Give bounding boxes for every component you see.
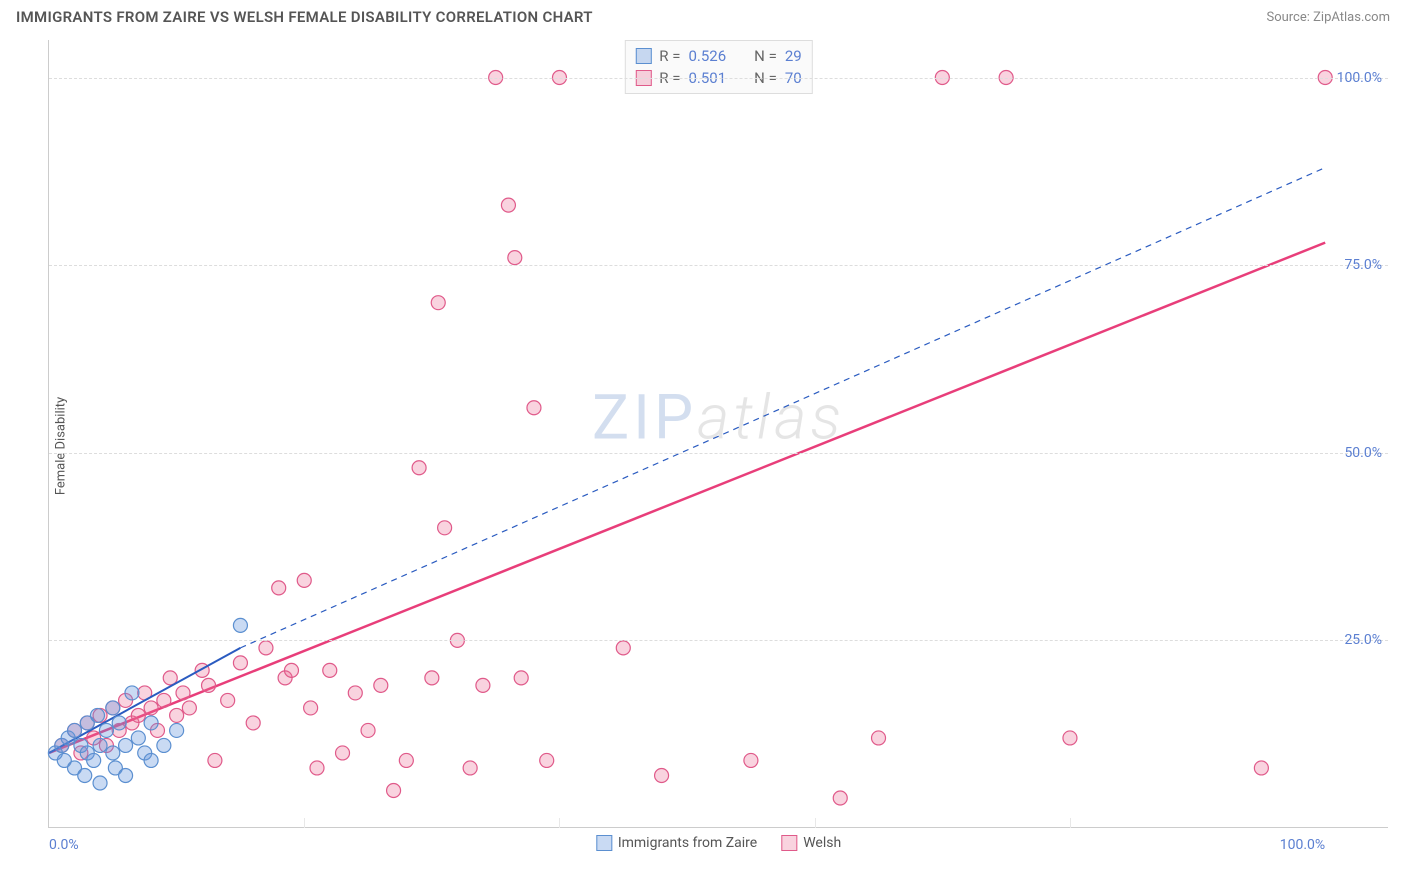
r-value: 0.526	[688, 47, 726, 65]
scatter-point-zaire	[170, 723, 184, 737]
scatter-point-welsh	[425, 671, 439, 685]
scatter-point-welsh	[131, 708, 145, 722]
scatter-point-zaire	[78, 768, 92, 782]
x-minor-tick	[304, 818, 305, 828]
scatter-point-welsh	[176, 686, 190, 700]
r-label: R =	[659, 47, 680, 65]
scatter-point-welsh	[616, 641, 630, 655]
gridline-horizontal	[49, 265, 1388, 266]
scatter-point-welsh	[157, 693, 171, 707]
gridline-horizontal	[49, 640, 1388, 641]
scatter-point-welsh	[144, 701, 158, 715]
correlation-stats-box: R =0.526N =29R =0.501N =70	[624, 40, 812, 94]
n-value: 29	[785, 47, 802, 65]
scatter-point-welsh	[259, 641, 273, 655]
scatter-point-welsh	[182, 701, 196, 715]
scatter-point-welsh	[438, 521, 452, 535]
gridline-horizontal	[49, 453, 1388, 454]
scatter-point-welsh	[284, 663, 298, 677]
x-minor-tick	[1070, 818, 1071, 828]
scatter-point-zaire	[131, 731, 145, 745]
x-minor-tick	[559, 818, 560, 828]
scatter-point-zaire	[90, 708, 104, 722]
y-tick-label: 100.0%	[1337, 70, 1382, 86]
scatter-point-welsh	[374, 678, 388, 692]
scatter-point-zaire	[106, 701, 120, 715]
trend-line-ext-zaire	[240, 168, 1325, 648]
scatter-point-zaire	[106, 746, 120, 760]
scatter-point-welsh	[297, 573, 311, 587]
scatter-point-zaire	[144, 753, 158, 767]
scatter-point-welsh	[170, 708, 184, 722]
scatter-point-welsh	[431, 296, 445, 310]
scatter-point-welsh	[655, 768, 669, 782]
scatter-point-welsh	[272, 581, 286, 595]
gridline-horizontal	[49, 78, 1388, 79]
plot-svg	[49, 40, 1388, 827]
scatter-plot-area: ZIPatlas R =0.526N =29R =0.501N =70 Immi…	[48, 40, 1388, 828]
scatter-point-welsh	[476, 678, 490, 692]
scatter-point-welsh	[463, 761, 477, 775]
scatter-point-welsh	[412, 461, 426, 475]
source-prefix: Source:	[1266, 10, 1313, 25]
scatter-point-zaire	[112, 716, 126, 730]
source-attribution: Source: ZipAtlas.com	[1266, 10, 1390, 25]
legend-label: Welsh	[803, 835, 841, 851]
scatter-point-welsh	[221, 693, 235, 707]
scatter-point-zaire	[125, 686, 139, 700]
scatter-point-welsh	[1063, 731, 1077, 745]
scatter-point-welsh	[1254, 761, 1268, 775]
scatter-point-welsh	[208, 753, 222, 767]
scatter-point-welsh	[527, 401, 541, 415]
scatter-point-welsh	[501, 198, 515, 212]
scatter-point-zaire	[119, 738, 133, 752]
legend-item: Welsh	[781, 835, 841, 851]
x-tick-label: 100.0%	[1280, 837, 1325, 853]
scatter-point-welsh	[202, 678, 216, 692]
scatter-point-zaire	[157, 738, 171, 752]
y-tick-label: 75.0%	[1344, 257, 1382, 273]
scatter-point-welsh	[336, 746, 350, 760]
scatter-point-welsh	[514, 671, 528, 685]
scatter-point-welsh	[744, 753, 758, 767]
legend-label: Immigrants from Zaire	[618, 835, 757, 851]
y-tick-label: 25.0%	[1344, 632, 1382, 648]
stats-row: R = 0.526 N = 29	[635, 45, 801, 67]
scatter-point-zaire	[93, 776, 107, 790]
scatter-point-zaire	[87, 753, 101, 767]
scatter-point-welsh	[399, 753, 413, 767]
scatter-point-welsh	[348, 686, 362, 700]
n-label: N =	[754, 47, 777, 65]
scatter-point-welsh	[233, 656, 247, 670]
y-tick-label: 50.0%	[1344, 445, 1382, 461]
scatter-point-welsh	[246, 716, 260, 730]
legend-swatch	[781, 835, 797, 851]
scatter-point-welsh	[540, 753, 554, 767]
chart-header: IMMIGRANTS FROM ZAIRE VS WELSH FEMALE DI…	[0, 0, 1406, 30]
scatter-point-welsh	[304, 701, 318, 715]
scatter-point-welsh	[508, 251, 522, 265]
stats-swatch	[635, 48, 651, 64]
scatter-point-zaire	[119, 768, 133, 782]
scatter-point-welsh	[833, 791, 847, 805]
scatter-point-zaire	[233, 618, 247, 632]
scatter-point-zaire	[68, 723, 82, 737]
trend-line-welsh	[49, 243, 1325, 753]
legend-swatch	[596, 835, 612, 851]
source-name: ZipAtlas.com	[1313, 10, 1390, 25]
scatter-point-zaire	[144, 716, 158, 730]
bottom-legend: Immigrants from Zaire Welsh	[596, 835, 841, 851]
scatter-point-welsh	[310, 761, 324, 775]
scatter-point-zaire	[93, 738, 107, 752]
scatter-point-welsh	[361, 723, 375, 737]
scatter-point-welsh	[387, 783, 401, 797]
scatter-point-zaire	[99, 723, 113, 737]
x-tick-label: 0.0%	[49, 837, 79, 853]
scatter-point-welsh	[323, 663, 337, 677]
x-minor-tick	[815, 818, 816, 828]
legend-item: Immigrants from Zaire	[596, 835, 757, 851]
scatter-point-welsh	[872, 731, 886, 745]
chart-title: IMMIGRANTS FROM ZAIRE VS WELSH FEMALE DI…	[16, 8, 593, 26]
